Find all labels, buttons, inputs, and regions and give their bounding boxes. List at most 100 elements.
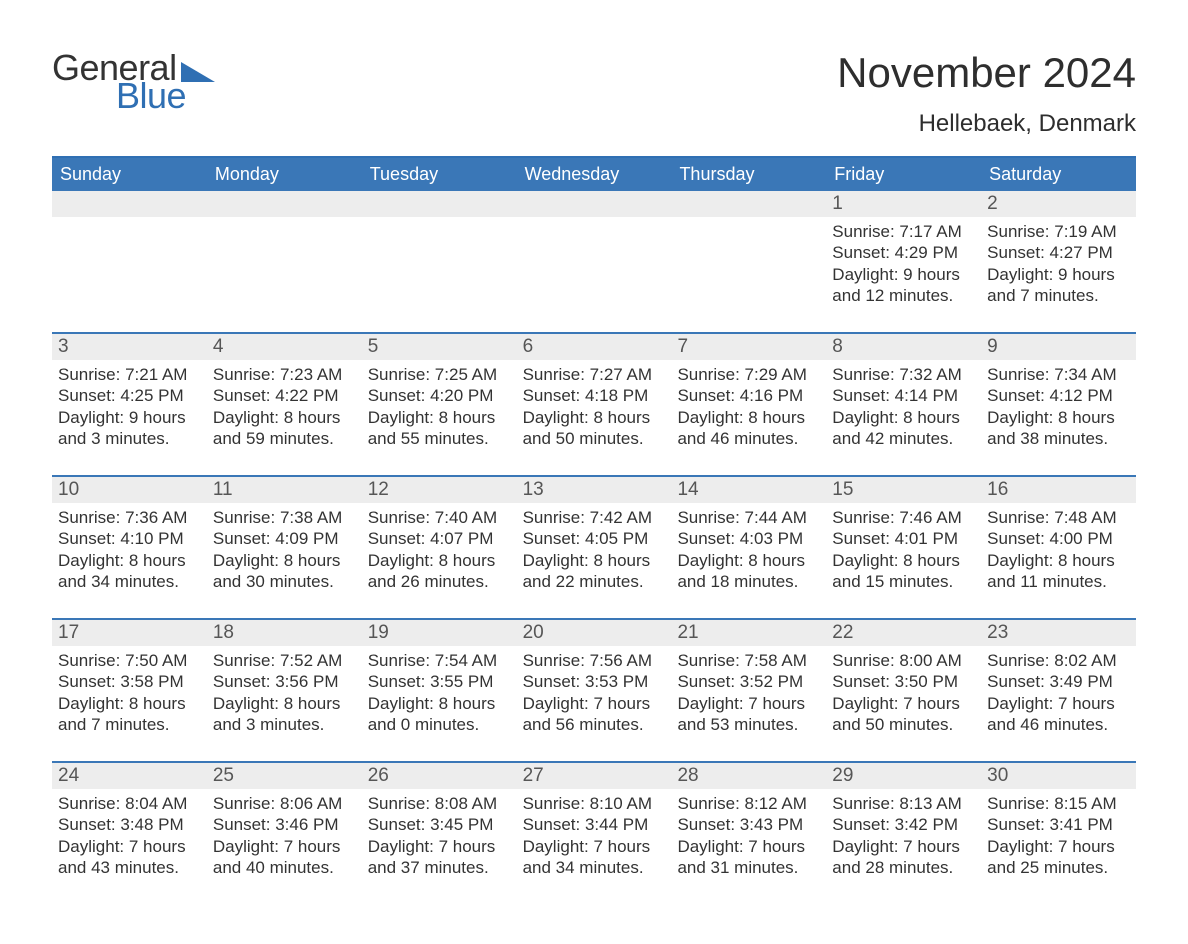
day2-text: and 34 minutes. — [523, 857, 664, 878]
sunrise-text: Sunrise: 7:52 AM — [213, 650, 354, 671]
week-row: 12Sunrise: 7:17 AMSunset: 4:29 PMDayligh… — [52, 191, 1136, 332]
sunrise-text: Sunrise: 7:40 AM — [368, 507, 509, 528]
sunrise-text: Sunrise: 7:48 AM — [987, 507, 1128, 528]
day2-text: and 46 minutes. — [677, 428, 818, 449]
weekday-header: Thursday — [671, 158, 826, 191]
day-number: 20 — [517, 620, 672, 646]
sunrise-text: Sunrise: 8:10 AM — [523, 793, 664, 814]
sunrise-text: Sunrise: 8:02 AM — [987, 650, 1128, 671]
day-detail: Sunrise: 7:48 AMSunset: 4:00 PMDaylight:… — [981, 503, 1136, 618]
day1-text: Daylight: 7 hours — [58, 836, 199, 857]
day-detail: Sunrise: 7:40 AMSunset: 4:07 PMDaylight:… — [362, 503, 517, 618]
sunrise-text: Sunrise: 7:17 AM — [832, 221, 973, 242]
sunrise-text: Sunrise: 7:58 AM — [677, 650, 818, 671]
day-number — [362, 191, 517, 217]
day-number: 18 — [207, 620, 362, 646]
day-number: 21 — [671, 620, 826, 646]
week-row: 24252627282930Sunrise: 8:04 AMSunset: 3:… — [52, 761, 1136, 904]
weekday-header: Saturday — [981, 158, 1136, 191]
day1-text: Daylight: 7 hours — [987, 836, 1128, 857]
day2-text: and 7 minutes. — [58, 714, 199, 735]
day1-text: Daylight: 7 hours — [523, 836, 664, 857]
day1-text: Daylight: 8 hours — [213, 550, 354, 571]
day-number: 22 — [826, 620, 981, 646]
day2-text: and 3 minutes. — [58, 428, 199, 449]
page-title: November 2024 — [837, 50, 1136, 96]
sunset-text: Sunset: 3:55 PM — [368, 671, 509, 692]
day1-text: Daylight: 8 hours — [368, 407, 509, 428]
day2-text: and 12 minutes. — [832, 285, 973, 306]
day1-text: Daylight: 8 hours — [677, 407, 818, 428]
sunrise-text: Sunrise: 7:44 AM — [677, 507, 818, 528]
day-number: 28 — [671, 763, 826, 789]
day-detail — [207, 217, 362, 332]
day-detail: Sunrise: 7:32 AMSunset: 4:14 PMDaylight:… — [826, 360, 981, 475]
day-number-row: 24252627282930 — [52, 763, 1136, 789]
day-number — [671, 191, 826, 217]
sunset-text: Sunset: 4:12 PM — [987, 385, 1128, 406]
sunrise-text: Sunrise: 7:25 AM — [368, 364, 509, 385]
day1-text: Daylight: 8 hours — [58, 693, 199, 714]
day-detail: Sunrise: 7:25 AMSunset: 4:20 PMDaylight:… — [362, 360, 517, 475]
day-number: 4 — [207, 334, 362, 360]
day1-text: Daylight: 7 hours — [987, 693, 1128, 714]
sunrise-text: Sunrise: 7:42 AM — [523, 507, 664, 528]
weekday-header: Friday — [826, 158, 981, 191]
day-detail — [671, 217, 826, 332]
day2-text: and 7 minutes. — [987, 285, 1128, 306]
day-number: 15 — [826, 477, 981, 503]
week-row: 17181920212223Sunrise: 7:50 AMSunset: 3:… — [52, 618, 1136, 761]
weekday-header: Tuesday — [362, 158, 517, 191]
weekday-header: Sunday — [52, 158, 207, 191]
day2-text: and 28 minutes. — [832, 857, 973, 878]
sunrise-text: Sunrise: 7:29 AM — [677, 364, 818, 385]
day-detail: Sunrise: 7:19 AMSunset: 4:27 PMDaylight:… — [981, 217, 1136, 332]
sunset-text: Sunset: 4:27 PM — [987, 242, 1128, 263]
sunset-text: Sunset: 4:09 PM — [213, 528, 354, 549]
sunrise-text: Sunrise: 7:32 AM — [832, 364, 973, 385]
day-number: 1 — [826, 191, 981, 217]
sunrise-text: Sunrise: 8:13 AM — [832, 793, 973, 814]
day2-text: and 43 minutes. — [58, 857, 199, 878]
calendar-page: General Blue November 2024 Hellebaek, De… — [0, 0, 1188, 944]
sunrise-text: Sunrise: 7:38 AM — [213, 507, 354, 528]
day-detail: Sunrise: 8:08 AMSunset: 3:45 PMDaylight:… — [362, 789, 517, 904]
day-detail-row: Sunrise: 7:21 AMSunset: 4:25 PMDaylight:… — [52, 360, 1136, 475]
day2-text: and 15 minutes. — [832, 571, 973, 592]
sunrise-text: Sunrise: 7:50 AM — [58, 650, 199, 671]
day-detail: Sunrise: 7:34 AMSunset: 4:12 PMDaylight:… — [981, 360, 1136, 475]
day-number: 9 — [981, 334, 1136, 360]
day-number: 27 — [517, 763, 672, 789]
day2-text: and 50 minutes. — [523, 428, 664, 449]
day-number: 5 — [362, 334, 517, 360]
day-detail: Sunrise: 7:36 AMSunset: 4:10 PMDaylight:… — [52, 503, 207, 618]
location-label: Hellebaek, Denmark — [837, 110, 1136, 138]
sunset-text: Sunset: 3:50 PM — [832, 671, 973, 692]
day-detail — [517, 217, 672, 332]
day1-text: Daylight: 8 hours — [368, 550, 509, 571]
sunrise-text: Sunrise: 7:19 AM — [987, 221, 1128, 242]
day-detail: Sunrise: 8:06 AMSunset: 3:46 PMDaylight:… — [207, 789, 362, 904]
day-number: 30 — [981, 763, 1136, 789]
day-number — [517, 191, 672, 217]
sunset-text: Sunset: 3:49 PM — [987, 671, 1128, 692]
day-number: 14 — [671, 477, 826, 503]
day-number-row: 12 — [52, 191, 1136, 217]
day-number: 11 — [207, 477, 362, 503]
sunset-text: Sunset: 4:05 PM — [523, 528, 664, 549]
day-detail: Sunrise: 7:29 AMSunset: 4:16 PMDaylight:… — [671, 360, 826, 475]
day1-text: Daylight: 8 hours — [832, 407, 973, 428]
title-block: November 2024 Hellebaek, Denmark — [837, 50, 1136, 138]
day-detail — [362, 217, 517, 332]
sunrise-text: Sunrise: 7:27 AM — [523, 364, 664, 385]
sunset-text: Sunset: 3:48 PM — [58, 814, 199, 835]
sunrise-text: Sunrise: 7:46 AM — [832, 507, 973, 528]
day-number: 29 — [826, 763, 981, 789]
day2-text: and 40 minutes. — [213, 857, 354, 878]
day-number: 3 — [52, 334, 207, 360]
day-detail — [52, 217, 207, 332]
day1-text: Daylight: 8 hours — [832, 550, 973, 571]
day-detail: Sunrise: 8:02 AMSunset: 3:49 PMDaylight:… — [981, 646, 1136, 761]
day-detail: Sunrise: 7:50 AMSunset: 3:58 PMDaylight:… — [52, 646, 207, 761]
day2-text: and 55 minutes. — [368, 428, 509, 449]
